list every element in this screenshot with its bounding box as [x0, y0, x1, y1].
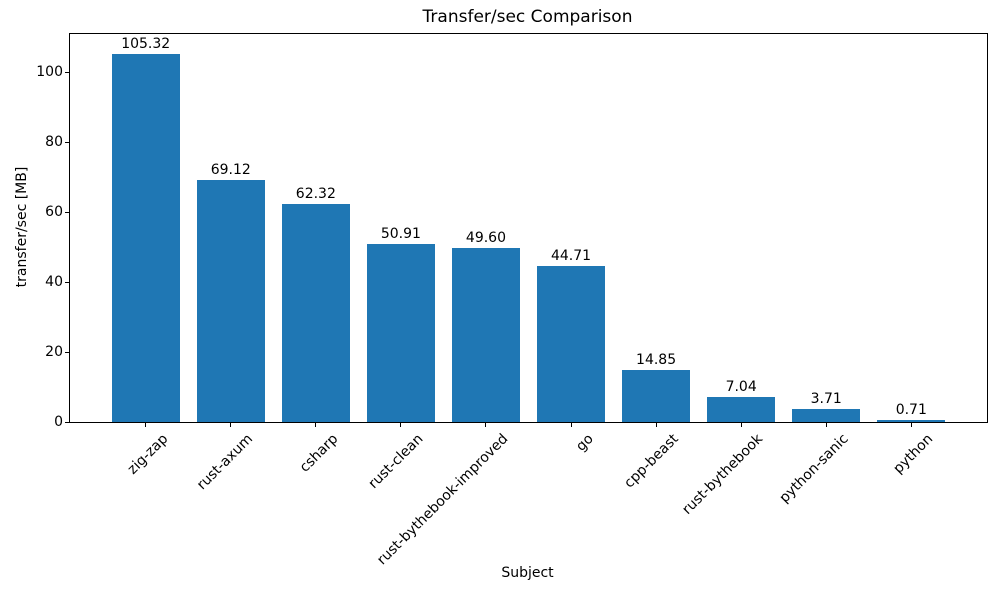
bar-rust-clean — [366, 243, 435, 422]
bar-python-sanic — [792, 409, 861, 422]
bar-rust-bythebook-improved — [451, 248, 520, 422]
x-tick-mark — [315, 423, 317, 427]
x-tick-label: rust-bythebook — [679, 431, 767, 518]
bar-go — [537, 265, 606, 422]
x-tick-label: zig-zap — [124, 431, 172, 478]
y-axis-label-text: transfer/sec [MB] — [14, 166, 30, 288]
x-tick-label: cpp-beast — [621, 431, 682, 492]
y-tick-mark — [65, 71, 69, 73]
x-tick-label: rust-axum — [193, 431, 257, 494]
bar-rust-axum — [196, 180, 265, 422]
bar-value-label: 44.71 — [550, 247, 592, 264]
bar-cpp-beast — [622, 370, 691, 422]
y-tick-label: 100 — [36, 64, 63, 81]
x-tick-mark — [400, 423, 402, 427]
y-tick-label: 20 — [45, 344, 63, 361]
bar-python — [877, 419, 946, 422]
y-tick-label: 60 — [45, 204, 63, 221]
x-tick-label: csharp — [296, 431, 342, 476]
bar-value-label: 49.60 — [465, 230, 506, 247]
bar-value-label: 3.71 — [810, 391, 842, 408]
bar-value-label: 14.85 — [636, 352, 677, 369]
bar-value-label: 7.04 — [725, 379, 757, 396]
chart-title: Transfer/sec Comparison — [422, 7, 633, 27]
bar-csharp — [281, 203, 350, 422]
x-tick-label: rust-clean — [365, 431, 427, 492]
y-tick-label: 80 — [45, 134, 63, 151]
y-tick-label: 40 — [45, 274, 63, 291]
plot-area: 0 20 40 60 80 100 105.32 zig-zap 69.12 rust-axum 6… — [36, 33, 988, 568]
x-tick-mark — [740, 423, 742, 427]
bar-value-label: 0.71 — [895, 401, 927, 418]
x-axis-label: Subject — [501, 565, 554, 581]
y-tick-mark — [65, 141, 69, 143]
bar-rust-bythebook — [707, 397, 776, 422]
x-tick-mark — [485, 423, 487, 427]
bar-zig-zap — [111, 53, 180, 422]
y-tick-mark — [65, 421, 69, 423]
x-tick-mark — [570, 423, 572, 427]
x-tick-mark — [825, 423, 827, 427]
x-tick-mark — [910, 423, 912, 427]
bar-value-label: 69.12 — [210, 162, 251, 179]
x-tick-mark — [655, 423, 657, 427]
y-tick-mark — [65, 281, 69, 283]
y-tick-mark — [65, 211, 69, 213]
x-tick-label: python — [890, 431, 937, 477]
bar-value-label: 105.32 — [121, 35, 171, 52]
x-tick-mark — [230, 423, 232, 427]
x-tick-label: python-sanic — [776, 431, 852, 507]
y-tick-label: 0 — [54, 414, 63, 430]
bar-value-label: 62.32 — [295, 185, 336, 202]
x-tick-mark — [145, 423, 147, 427]
x-tick-label: go — [572, 431, 597, 455]
y-tick-mark — [65, 351, 69, 353]
bar-value-label: 50.91 — [380, 225, 421, 242]
